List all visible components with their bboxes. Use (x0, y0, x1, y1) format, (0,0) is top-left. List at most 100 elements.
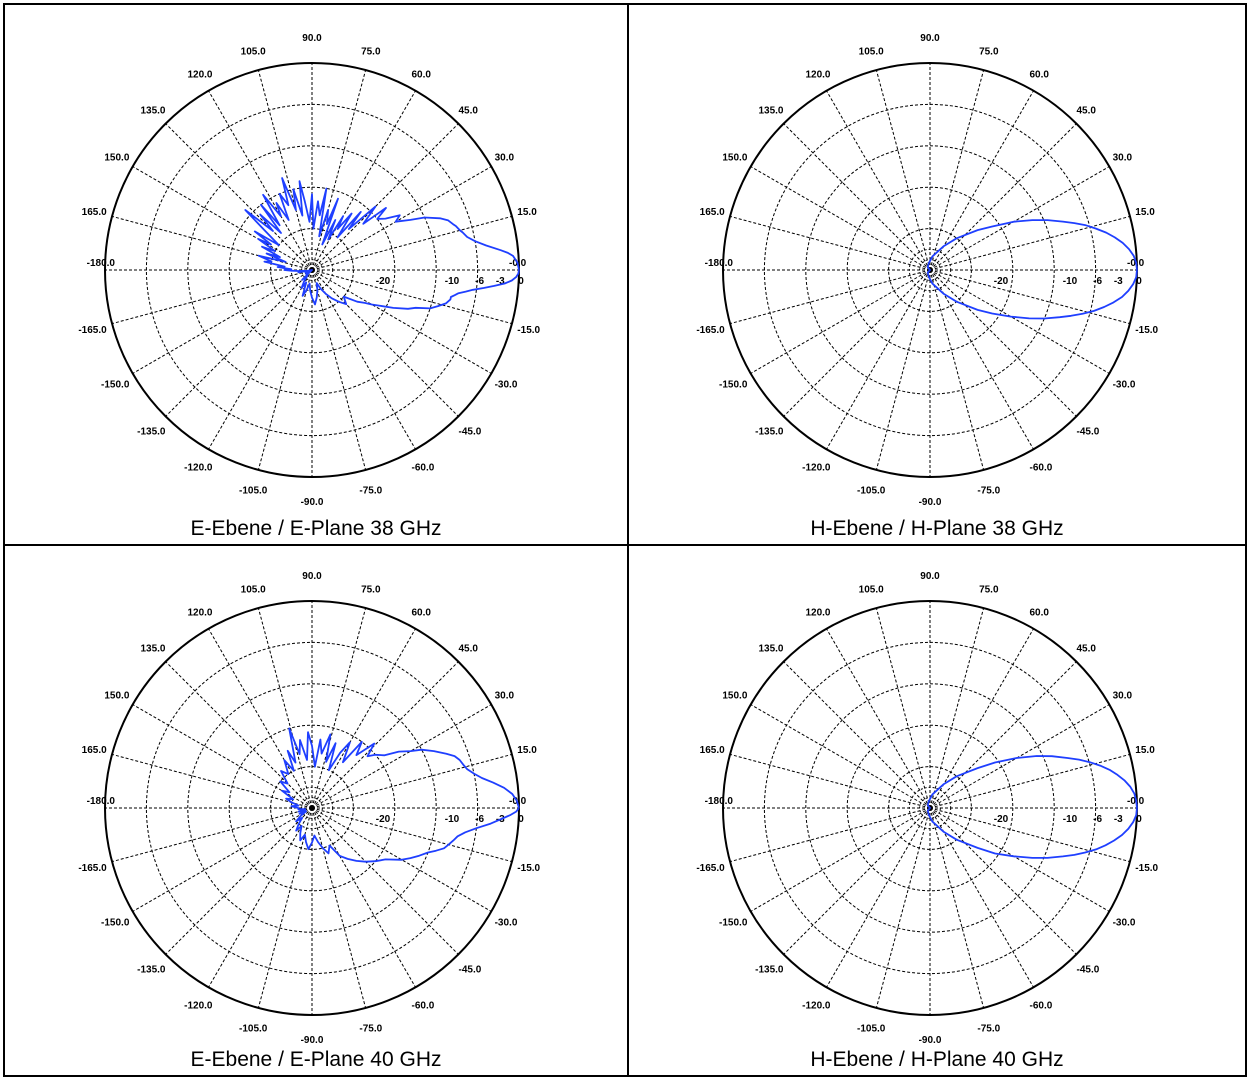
grid-spoke (311, 123, 459, 271)
grid-spoke (132, 166, 313, 271)
angle-tick-label: -120.0 (802, 1001, 831, 1012)
grid-spoke (257, 807, 313, 1009)
radial-tick-label: 0 (1136, 814, 1142, 825)
angle-tick-label: 90.0 (302, 33, 322, 44)
radial-tick-label: 0 (518, 814, 524, 825)
angle-tick-label: -135.0 (137, 965, 166, 976)
pattern-series-line (926, 219, 1138, 320)
radial-tick-label: 0 (1136, 276, 1142, 287)
polar-chart-e-plane-40: -0.015.030.045.060.075.090.0105.0120.013… (78, 571, 540, 1046)
angle-tick-label: -45.0 (459, 965, 482, 976)
angle-tick-label: -90.0 (919, 497, 942, 508)
grid-spoke (729, 753, 931, 809)
grid-spoke (311, 269, 492, 374)
angle-tick-label: 15.0 (1135, 207, 1155, 218)
angle-tick-label: 135.0 (758, 106, 783, 117)
angle-tick-label: 165.0 (700, 207, 725, 218)
angle-tick-label: 90.0 (920, 571, 940, 582)
chart-title: E-Ebene / E-Plane 40 GHz (190, 1048, 442, 1071)
grid-spoke (929, 269, 1077, 417)
panel-e-plane-40: -0.0 15.0 30.0 45.0 60.0 75.0 90.0 105.0 120.0 13… (3, 545, 628, 1077)
grid-circle (187, 145, 437, 395)
angle-tick-label: 90.0 (302, 571, 322, 582)
angle-tick-label: -60.0 (1030, 1001, 1053, 1012)
angle-tick-label: 120.0 (187, 607, 212, 618)
angle-tick-label: -75.0 (359, 1023, 382, 1034)
grid-spoke (132, 704, 313, 809)
angle-tick-label: -60.0 (412, 1001, 435, 1012)
angle-tick-label: -15.0 (1135, 863, 1158, 874)
grid-spoke (783, 807, 931, 955)
grid-spoke (929, 90, 1034, 271)
grid-spoke (929, 807, 1131, 863)
grid-spoke (257, 69, 313, 271)
grid-spoke (208, 628, 313, 809)
grid-spoke (750, 704, 931, 809)
grid-spoke (929, 807, 985, 1009)
antenna-pattern-grid: -0.0 15.0 30.0 45.0 60.0 75.0 90.0 105.0 120.0 13… (3, 3, 1247, 1077)
angle-tick-label: -15.0 (1135, 325, 1158, 336)
angle-tick-label: -15.0 (517, 863, 540, 874)
grid-spoke (311, 269, 513, 325)
angle-tick-label: 135.0 (758, 644, 783, 655)
angle-tick-label: -150.0 (719, 380, 748, 391)
grid-spoke (826, 269, 931, 450)
grid-spoke (311, 807, 367, 1009)
grid-spoke (165, 807, 313, 955)
angle-tick-label: 150.0 (104, 691, 129, 702)
chart-title: H-Ebene / H-Plane 38 GHz (810, 517, 1064, 540)
polar-chart-h-plane-38: -0.015.030.045.060.075.090.0105.0120.013… (696, 33, 1158, 508)
angle-tick-label: -105.0 (239, 485, 268, 496)
grid-spoke (929, 69, 985, 271)
grid-spoke (311, 807, 492, 912)
grid-spoke (111, 753, 313, 809)
pattern-series-line (926, 755, 1138, 859)
panel-h-plane-38: -0.0 15.0 30.0 45.0 60.0 75.0 90.0 105.0 120.0 13… (628, 3, 1247, 545)
angle-tick-label: 90.0 (920, 33, 940, 44)
grid-spoke (783, 269, 931, 417)
angle-tick-label: 105.0 (241, 47, 266, 58)
grid-spoke (875, 269, 931, 471)
angle-tick-label: 120.0 (805, 607, 830, 618)
grid-spoke (311, 807, 513, 863)
radial-tick-label: -3 (1114, 814, 1123, 825)
grid-spoke (929, 269, 1034, 450)
grid-spoke (165, 123, 313, 271)
pattern-series-line (244, 177, 520, 310)
panel-e-plane-38: -0.0 15.0 30.0 45.0 60.0 75.0 90.0 105.0 120.0 13… (3, 3, 628, 545)
angle-tick-label: -180.0 (87, 796, 116, 807)
radial-tick-label: -10 (1063, 276, 1078, 287)
angle-tick-label: 60.0 (1030, 607, 1050, 618)
angle-tick-label: -45.0 (1077, 427, 1100, 438)
angle-tick-label: -90.0 (301, 497, 324, 508)
angle-tick-label: -135.0 (755, 427, 784, 438)
angle-tick-label: 30.0 (1113, 691, 1133, 702)
grid-spoke (929, 807, 1110, 912)
angle-tick-label: 45.0 (1077, 644, 1097, 655)
grid-spoke (311, 90, 416, 271)
radial-tick-label: -20 (376, 814, 391, 825)
angle-tick-label: 60.0 (1030, 69, 1050, 80)
angle-tick-label: -30.0 (495, 380, 518, 391)
angle-tick-label: -45.0 (1077, 965, 1100, 976)
angle-tick-label: 15.0 (1135, 745, 1155, 756)
angle-tick-label: -150.0 (101, 380, 130, 391)
grid-spoke (132, 269, 313, 374)
grid-spoke (208, 269, 313, 450)
angle-tick-label: -165.0 (696, 325, 725, 336)
grid-spoke (257, 607, 313, 809)
angle-tick-label: 45.0 (1077, 106, 1097, 117)
angle-tick-label: -120.0 (184, 463, 213, 474)
grid-spoke (929, 807, 1077, 955)
angle-tick-label: 135.0 (140, 106, 165, 117)
grid-spoke (750, 166, 931, 271)
radial-tick-label: -20 (994, 814, 1009, 825)
grid-spoke (729, 215, 931, 271)
angle-tick-label: 150.0 (104, 153, 129, 164)
grid-spoke (929, 215, 1131, 271)
angle-tick-label: 15.0 (517, 745, 537, 756)
pattern-series-line (279, 727, 520, 863)
grid-spoke (257, 269, 313, 471)
angle-tick-label: -30.0 (495, 918, 518, 929)
angle-tick-label: -105.0 (857, 1023, 886, 1034)
